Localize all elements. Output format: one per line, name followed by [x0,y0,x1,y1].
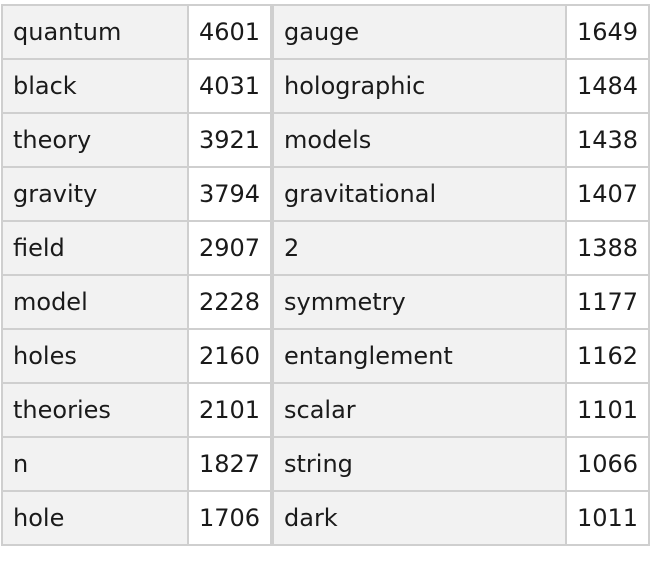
word-cell: gravitational [274,168,567,222]
count-cell: 1827 [189,438,274,492]
count-cell: 1706 [189,492,274,546]
count-cell: 1407 [567,168,650,222]
count-cell: 1388 [567,222,650,276]
word-cell: black [3,60,189,114]
count-cell: 1066 [567,438,650,492]
count-cell: 2228 [189,276,274,330]
word-cell: holographic [274,60,567,114]
word-frequency-table: quantum 4601 gauge 1649 black 4031 holographic… [1,4,650,546]
count-cell: 4031 [189,60,274,114]
count-cell: 1484 [567,60,650,114]
count-cell: 2907 [189,222,274,276]
word-cell: dark [274,492,567,546]
word-cell: model [3,276,189,330]
count-cell: 3921 [189,114,274,168]
count-cell: 1438 [567,114,650,168]
word-cell: scalar [274,384,567,438]
word-cell: gauge [274,6,567,60]
count-cell: 1162 [567,330,650,384]
word-cell: string [274,438,567,492]
word-cell: entanglement [274,330,567,384]
count-cell: 4601 [189,6,274,60]
count-cell: 1649 [567,6,650,60]
word-cell: theory [3,114,189,168]
count-cell: 1101 [567,384,650,438]
word-cell: symmetry [274,276,567,330]
count-cell: 2101 [189,384,274,438]
word-cell: field [3,222,189,276]
count-cell: 3794 [189,168,274,222]
word-cell: theories [3,384,189,438]
word-cell: n [3,438,189,492]
word-cell: quantum [3,6,189,60]
count-cell: 1177 [567,276,650,330]
count-cell: 2160 [189,330,274,384]
word-cell: holes [3,330,189,384]
word-cell: gravity [3,168,189,222]
count-cell: 1011 [567,492,650,546]
word-cell: models [274,114,567,168]
word-cell: hole [3,492,189,546]
word-cell: 2 [274,222,567,276]
